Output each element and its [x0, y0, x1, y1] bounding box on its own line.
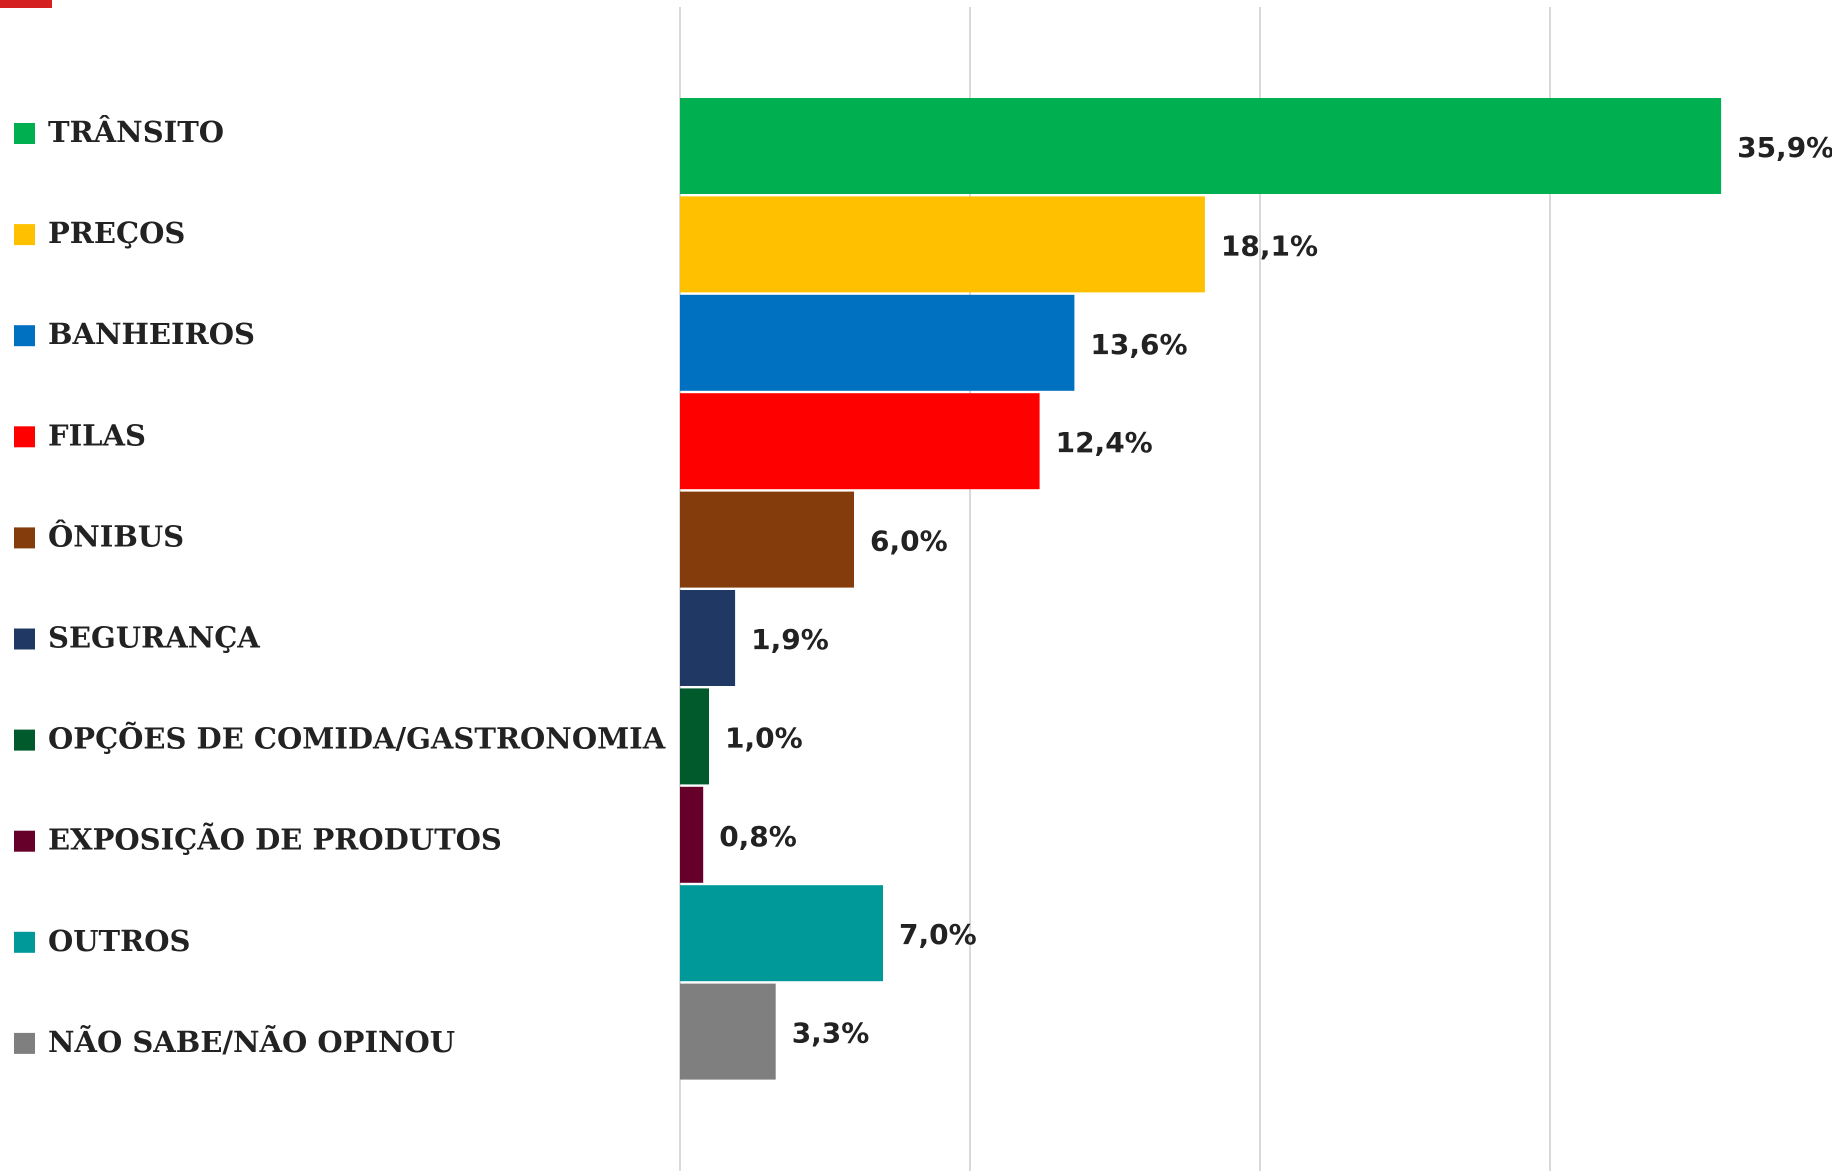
legend-swatch [14, 123, 35, 144]
bar [680, 196, 1205, 293]
legend-swatch [14, 931, 35, 953]
value-label: 35,9% [1737, 131, 1832, 164]
category-label: NÃO SABE/NÃO OPINOU [48, 1024, 455, 1059]
category-label: OPÇÕES DE COMIDA/GASTRONOMIA [48, 720, 666, 756]
bar [680, 786, 704, 883]
value-label: 6,0% [870, 525, 948, 558]
value-label: 13,6% [1090, 328, 1187, 361]
legend-swatch [14, 325, 35, 347]
value-label: 7,0% [899, 918, 977, 951]
legend-swatch [14, 1032, 35, 1054]
category-label: SEGURANÇA [48, 621, 260, 655]
value-label: 12,4% [1056, 426, 1153, 459]
value-label: 1,0% [725, 721, 803, 754]
legend-swatch [14, 628, 35, 650]
value-label: 3,3% [792, 1017, 870, 1050]
category-label: PREÇOS [48, 216, 185, 250]
bar [680, 590, 736, 686]
bar [680, 885, 883, 982]
legend-swatch [14, 527, 35, 549]
legend-swatch [14, 830, 35, 852]
category-label: OUTROS [48, 924, 190, 958]
category-label: EXPOSIÇÃO DE PRODUTOS [48, 822, 502, 857]
value-label: 1,9% [751, 623, 829, 656]
corner-accent [0, 0, 52, 8]
bar [680, 983, 776, 1080]
bar [680, 393, 1040, 490]
legend-swatch [14, 426, 35, 448]
category-label: BANHEIROS [48, 317, 255, 351]
value-label: 18,1% [1221, 229, 1318, 262]
bar [680, 491, 854, 588]
legend-swatch [14, 224, 35, 246]
bar [680, 98, 1722, 194]
bar [680, 294, 1075, 391]
category-label: ÔNIBUS [48, 518, 184, 553]
legend-swatch [14, 729, 35, 751]
category-label: FILAS [48, 418, 146, 452]
bar [680, 688, 709, 785]
value-label: 0,8% [719, 820, 797, 853]
category-label: TRÂNSITO [48, 114, 224, 149]
